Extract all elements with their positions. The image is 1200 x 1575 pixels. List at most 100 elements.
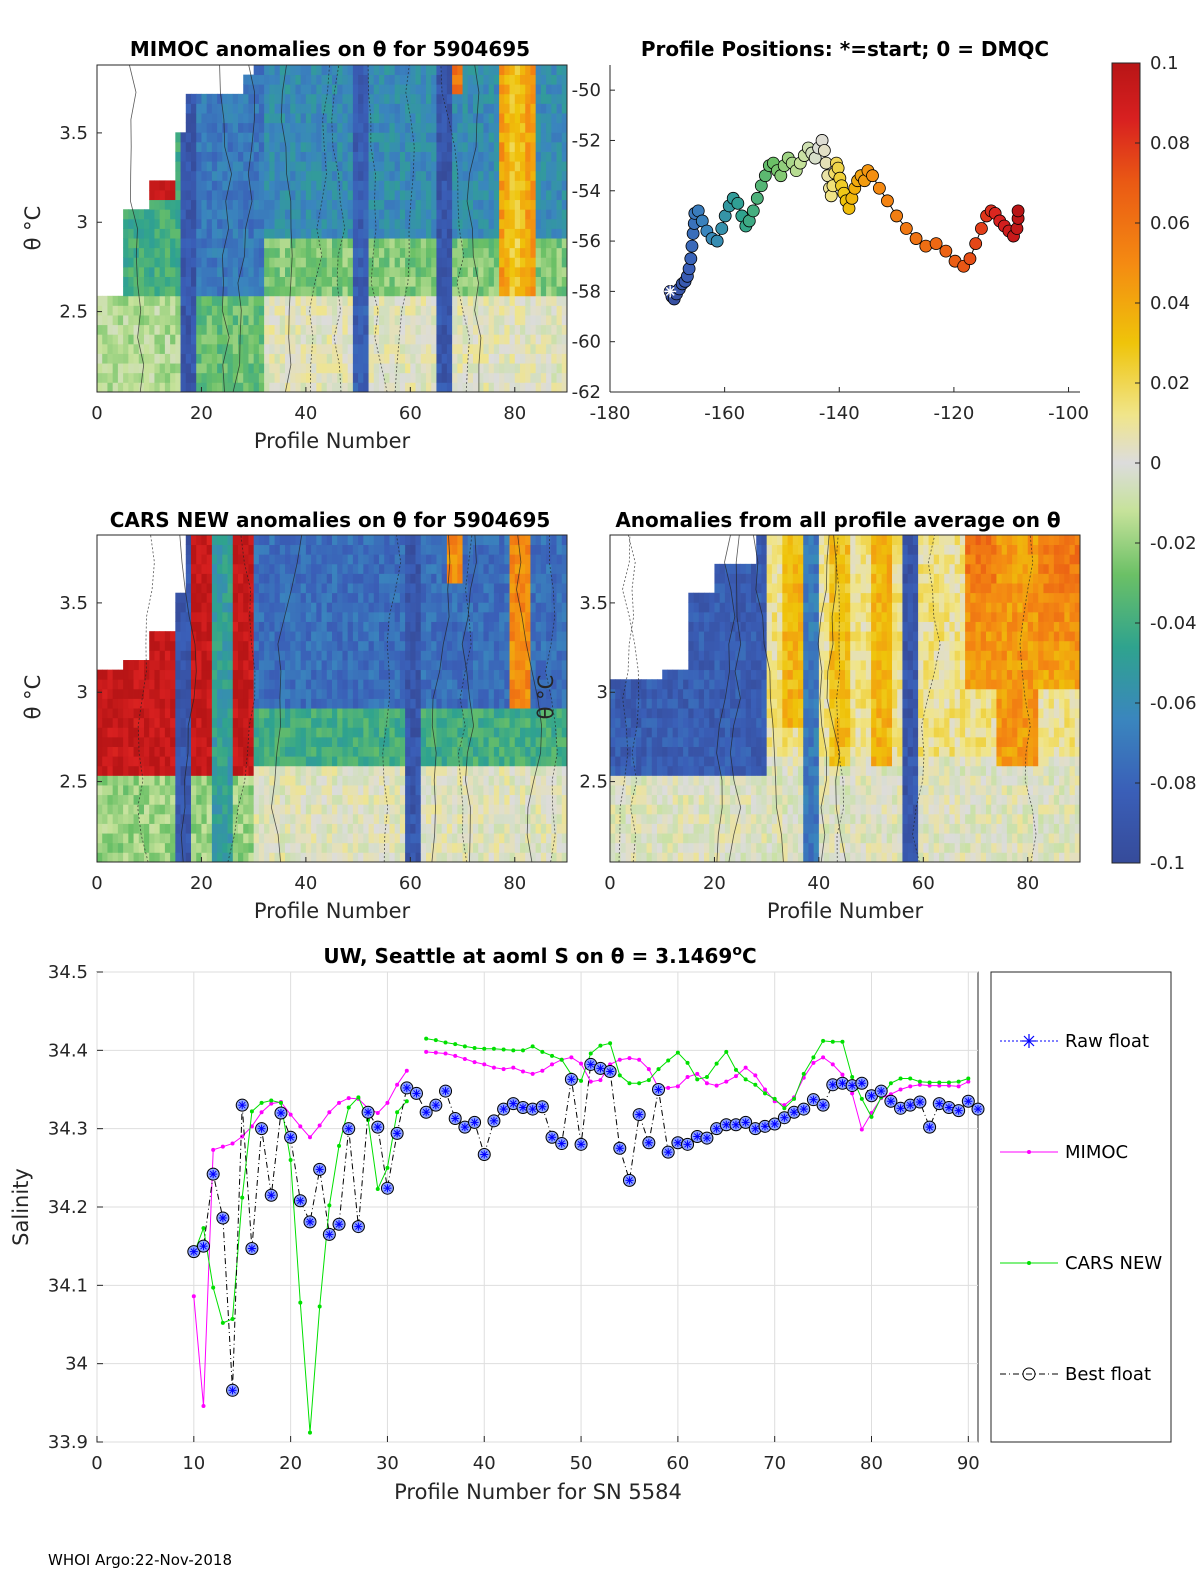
heat-cell	[232, 372, 239, 383]
heat-cell	[326, 535, 333, 546]
mimoc-panel: 0 20 40 60 802.533.5 MIMOC anomalies on θ fo…	[21, 37, 568, 453]
heat-cell	[363, 765, 369, 776]
heat-cell	[258, 775, 265, 786]
heat-cell	[258, 631, 265, 642]
heat-cell	[269, 631, 275, 642]
heat-cell	[279, 554, 286, 565]
heat-cell	[368, 583, 375, 594]
heat-cell	[290, 535, 296, 546]
heat-cell	[337, 765, 343, 776]
colorbar-tick-label: -0.02	[1150, 533, 1197, 554]
heat-cell	[509, 161, 516, 172]
heat-cell	[394, 813, 401, 824]
heat-cell	[420, 324, 427, 335]
heat-cell	[279, 161, 286, 172]
heat-cell	[206, 621, 213, 632]
heat-cell	[499, 209, 505, 220]
heat-cell	[97, 756, 103, 767]
heat-cell	[185, 257, 192, 268]
heat-cell	[316, 372, 322, 383]
heat-cell	[358, 122, 364, 133]
heat-cell	[509, 334, 516, 345]
heat-cell	[285, 823, 291, 834]
heat-cell	[123, 295, 129, 306]
colorbar-ticks: 0.10.080.060.040.020-0.02-0.04-0.06-0.08…	[1135, 53, 1197, 874]
heat-cell	[368, 238, 375, 249]
heat-cell	[436, 151, 443, 162]
heat-cell	[295, 353, 302, 364]
heat-cell	[441, 286, 448, 297]
heat-cell	[133, 775, 140, 786]
heat-cell	[342, 640, 349, 651]
heat-cell	[149, 688, 155, 699]
heat-cell	[446, 93, 453, 104]
heat-cell	[138, 286, 145, 297]
heat-cell	[243, 218, 249, 229]
heat-cell	[525, 257, 531, 268]
heat-cell	[389, 199, 396, 210]
heat-cell	[164, 363, 171, 374]
heat-cell	[201, 363, 208, 374]
heat-cell	[128, 852, 134, 863]
heat-cell	[326, 669, 333, 680]
heat-cell	[295, 382, 302, 393]
contour-line	[394, 64, 415, 393]
heat-cell	[530, 382, 537, 393]
heat-cell	[410, 238, 416, 249]
heat-cell	[269, 65, 275, 76]
heat-cell	[159, 324, 166, 335]
heat-cell	[201, 660, 208, 671]
heat-cell	[112, 833, 119, 844]
heat-cell	[264, 74, 270, 85]
heat-cell	[211, 247, 218, 258]
heat-cell	[175, 592, 181, 603]
heat-cell	[321, 334, 328, 345]
heat-cell	[363, 74, 369, 85]
heat-cell	[410, 804, 416, 815]
heat-cell	[462, 363, 469, 374]
heat-cell	[384, 218, 390, 229]
heat-cell	[358, 84, 364, 95]
heat-cell	[311, 209, 317, 220]
heat-cell	[201, 756, 208, 767]
heat-cell	[347, 363, 354, 374]
heat-cell	[337, 602, 343, 613]
heat-cell	[191, 688, 197, 699]
heat-cell	[222, 852, 228, 863]
heat-cell	[285, 813, 291, 824]
heat-cell	[290, 544, 296, 555]
heat-cell	[164, 852, 171, 863]
heat-cell	[264, 602, 270, 613]
heat-cell	[467, 266, 474, 277]
heat-cell	[206, 852, 213, 863]
heat-cell	[326, 573, 333, 584]
heat-cell	[332, 65, 338, 76]
heat-cell	[138, 660, 145, 671]
heat-cell	[410, 785, 416, 796]
heat-cell	[300, 583, 307, 594]
heat-cell	[222, 611, 228, 622]
pos-y-tick-label: -62	[572, 382, 601, 403]
heat-cell	[180, 180, 187, 191]
heat-cell	[504, 103, 510, 114]
heat-cell	[483, 315, 490, 326]
heat-cell	[441, 170, 448, 181]
heat-cell	[394, 382, 401, 393]
heat-cell	[154, 698, 161, 709]
heat-cell	[436, 103, 443, 114]
heat-cell	[217, 708, 223, 719]
heat-cell	[154, 785, 161, 796]
heat-cell	[117, 363, 124, 374]
heat-cell	[561, 286, 568, 297]
heat-cell	[117, 305, 124, 316]
heat-cell	[509, 238, 516, 249]
heat-cell	[185, 621, 192, 632]
heat-cell	[311, 583, 317, 594]
heat-cell	[211, 813, 218, 824]
heat-cell	[264, 679, 270, 690]
heat-cell	[342, 305, 349, 316]
heat-cell	[373, 708, 380, 719]
heat-cell	[154, 833, 161, 844]
heat-cell	[379, 218, 385, 229]
heat-cell	[175, 209, 181, 220]
